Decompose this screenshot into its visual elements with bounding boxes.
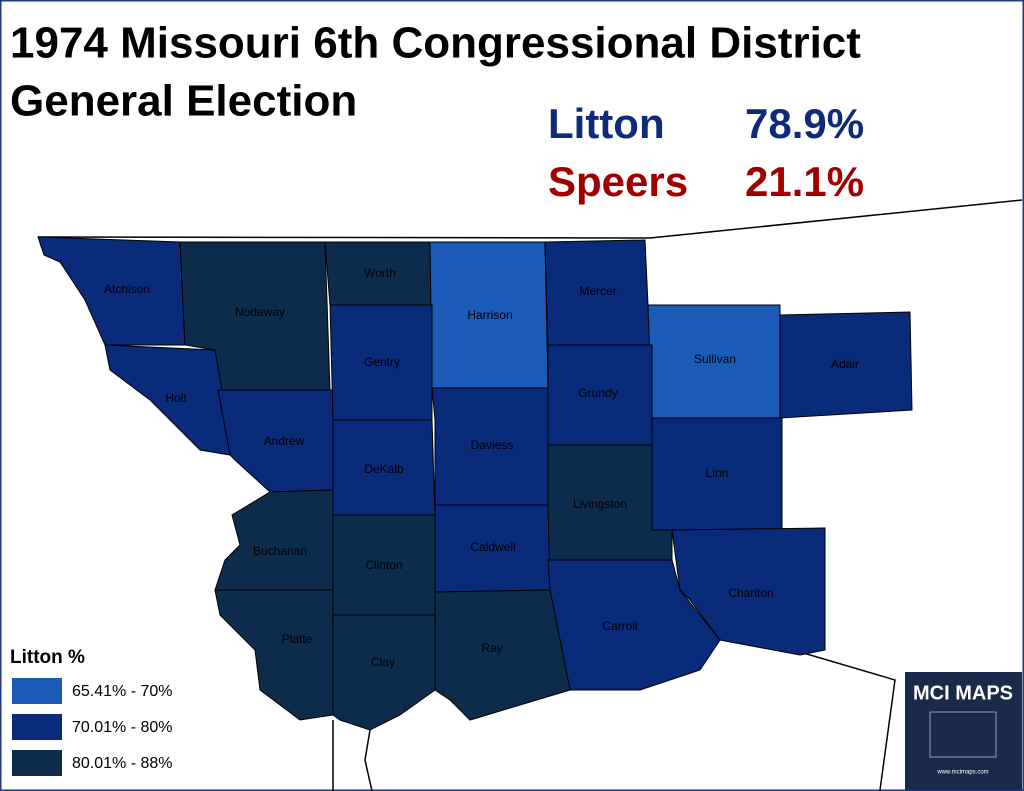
county-label: Adair [831, 357, 859, 371]
legend-label: 80.01% - 88% [72, 755, 173, 772]
logo-url: www.mcimaps.com [936, 770, 988, 776]
county-label: Chariton [728, 586, 773, 600]
county-label: Harrison [467, 308, 512, 322]
county-label: Livingston [573, 497, 627, 511]
county-label: Ray [481, 641, 502, 655]
county-label: Nodaway [235, 305, 285, 319]
legend-swatch [12, 714, 62, 740]
candidate-share: 78.9% [745, 100, 864, 147]
state-border [364, 729, 373, 791]
title: 1974 Missouri 6th Congressional District [10, 19, 861, 68]
county-label: Carroll [602, 619, 637, 633]
logo-box [905, 672, 1022, 790]
county-label: Gentry [364, 355, 400, 369]
results: Litton 78.9% Speers 21.1% [548, 100, 864, 205]
logo-map [929, 711, 997, 758]
logo-title: MCI MAPS [913, 682, 1013, 704]
county-label: Holt [165, 391, 187, 405]
title: General Election [10, 77, 357, 126]
county [779, 311, 913, 419]
county [434, 589, 571, 721]
county [104, 344, 231, 456]
candidate-share: 21.1% [745, 158, 864, 205]
county-label: Buchanan [253, 544, 307, 558]
county-label: Clinton [365, 558, 402, 572]
county [332, 614, 436, 731]
legend-label: 65.41% - 70% [72, 683, 173, 700]
county-label: Mercer [579, 284, 616, 298]
county-label: Sullivan [694, 352, 736, 366]
legend: 65.41% - 70% 70.01% - 80% 80.01% - 88% [12, 678, 173, 776]
county-label: Andrew [264, 434, 305, 448]
legend-swatch [12, 750, 62, 776]
candidate-name: Litton [548, 100, 665, 147]
county-label: Clay [371, 655, 395, 669]
county-label: Platte [282, 632, 313, 646]
legend-swatch [12, 678, 62, 704]
county-label: Grundy [578, 386, 617, 400]
county [214, 489, 334, 591]
county [214, 589, 334, 721]
candidate-name: Speers [548, 158, 688, 205]
state-border [37, 199, 1023, 239]
legend-title: Litton % [10, 647, 85, 668]
county-label: Worth [364, 266, 396, 280]
county-label: Daviess [471, 438, 514, 452]
legend-label: 70.01% - 80% [72, 719, 173, 736]
state-border [799, 651, 896, 791]
counties: Atchison Nodaway Worth Harrison Mercer Sulliv… [37, 236, 913, 731]
county-label: Caldwell [470, 540, 515, 554]
county-label: Linn [706, 466, 729, 480]
county-label: DeKalb [364, 462, 404, 476]
county-label: Atchison [104, 282, 150, 296]
